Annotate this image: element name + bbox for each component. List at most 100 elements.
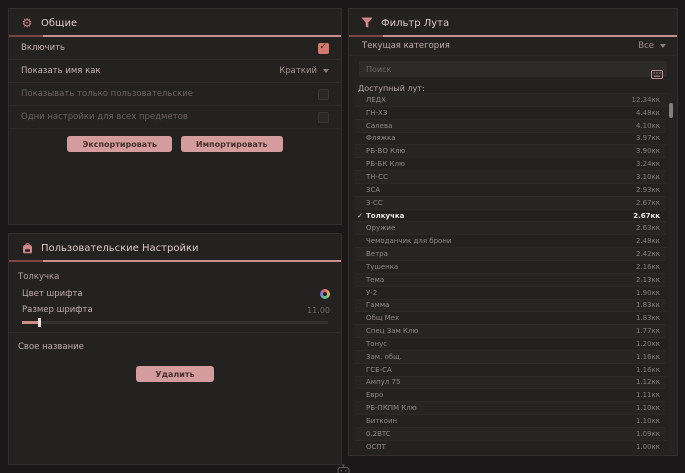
show-name-row: Показать имя как Краткий xyxy=(9,60,341,83)
loot-row[interactable]: ✓ РБ-ПКПМ Клю 1.10кк xyxy=(355,401,666,414)
loot-item-value: 3.24кк xyxy=(635,160,660,169)
category-row: Текущая категория Все xyxy=(349,37,677,56)
loot-row[interactable]: ✓ РБ-ВО Клю 3.90кк xyxy=(355,144,666,157)
loot-item-name: Оружие xyxy=(366,224,396,233)
check-icon: ✓ xyxy=(357,314,366,322)
loot-row[interactable]: ✓ Тема 2.13кк xyxy=(355,272,666,286)
font-size-value: 11.00 xyxy=(307,305,330,315)
loot-row[interactable]: ✓ Тушенка 2.16кк xyxy=(355,259,666,273)
check-icon: ✓ xyxy=(357,160,366,168)
custom-name-input[interactable] xyxy=(93,339,330,355)
loot-row[interactable]: ✓ Ветра 2.42кк xyxy=(355,247,666,260)
search-input[interactable] xyxy=(359,64,667,74)
loot-row[interactable]: ✓ 0.2BTC 1.09кк xyxy=(355,426,666,440)
panel-loot-filter: Фильтр Лута Текущая категория Все Доступ… xyxy=(348,8,678,456)
loot-row[interactable]: ✓ Чемоданчик для брони 2.48кк xyxy=(355,234,666,247)
accent-divider xyxy=(349,35,677,37)
enable-checkbox[interactable] xyxy=(318,42,329,54)
check-icon: ✓ xyxy=(357,186,366,194)
keyboard-icon[interactable] xyxy=(651,64,663,79)
color-wheel-icon[interactable] xyxy=(320,289,330,299)
panel-filter-title: Фильтр Лута xyxy=(381,17,450,29)
loot-item-value: 3.90кк xyxy=(635,147,660,156)
loot-row[interactable]: ✓ Спец Зам Клю 1.77кк xyxy=(355,324,666,337)
loot-item-name: Зам. общ. xyxy=(366,352,402,361)
only-custom-label: Показывать только пользовательские xyxy=(21,89,194,99)
chevron-down-icon xyxy=(323,69,329,73)
font-size-slider[interactable] xyxy=(22,318,328,327)
loot-row[interactable]: ✓ РБ-БК Клю 3.24кк xyxy=(355,157,666,170)
show-name-label: Показать имя как xyxy=(21,66,101,76)
loot-item-value: 2.93кк xyxy=(635,185,660,194)
loot-row[interactable]: ✓ Фляжка 3.97кк xyxy=(355,131,666,145)
loot-item-name: З-СС xyxy=(366,198,383,207)
same-settings-checkbox[interactable] xyxy=(318,111,329,123)
loot-item-name: Тема xyxy=(366,275,385,284)
loot-row[interactable]: ✓ З-СС 2.67кк xyxy=(355,195,666,209)
gear-icon: ⚙ xyxy=(21,16,33,30)
loot-item-name: РБ-ПКПМ Клю xyxy=(366,404,417,413)
import-button[interactable]: Импортировать xyxy=(180,136,283,152)
slider-handle[interactable] xyxy=(38,318,41,327)
loot-row[interactable]: ✓ ОСПТ 1.00кк xyxy=(355,439,666,453)
loot-list[interactable]: ✓ ЛЕДХ 12.34кк ✓ ГН-ХЗ 4.48кк ✓ Салева 4… xyxy=(355,93,666,453)
panel-custom-header: Пользовательские Настройки xyxy=(9,234,341,260)
loot-row[interactable]: ✓ Оружие 2.63кк xyxy=(355,221,666,234)
custom-name-label: Свое название xyxy=(18,342,84,352)
panel-filter-header: Фильтр Лута xyxy=(349,9,677,35)
only-custom-row: Показывать только пользовательские xyxy=(9,83,341,106)
loot-row[interactable]: ✓ ЛЕДХ 12.34кк xyxy=(355,93,666,106)
loot-item-value: 1.16кк xyxy=(635,365,660,374)
only-custom-checkbox[interactable] xyxy=(318,88,329,100)
loot-row[interactable]: ✓ ГСЕ-СА 1.16кк xyxy=(355,362,666,376)
loot-item-name: Ветра xyxy=(366,250,388,259)
panel-custom-settings: Пользовательские Настройки Толкучка Цвет… xyxy=(8,233,342,465)
check-icon: ✓ xyxy=(357,404,366,412)
loot-item-value: 3.97кк xyxy=(635,134,660,143)
loot-row[interactable]: ✓ Биткоин 1.10кк xyxy=(355,414,666,427)
loot-item-name: ОСПТ xyxy=(366,442,386,451)
check-icon: ✓ xyxy=(357,340,366,348)
loot-row[interactable]: ✓ ЗСА 2.93кк xyxy=(355,182,666,196)
export-button[interactable]: Экспортировать xyxy=(67,136,172,152)
check-icon: ✓ xyxy=(357,289,366,297)
check-icon: ✓ xyxy=(357,327,366,335)
loot-row[interactable]: ✓ ГН-ХЗ 4.48кк xyxy=(355,105,666,119)
gamepad-icon[interactable] xyxy=(337,460,350,473)
loot-row[interactable]: ✓ У-2 1.90кк xyxy=(355,285,666,299)
loot-item-value: 4.48кк xyxy=(635,108,660,117)
loot-row[interactable]: ✓ Гамма 1.83кк xyxy=(355,298,666,312)
check-icon: ✓ xyxy=(357,173,366,181)
loot-item-value: 1.11кк xyxy=(635,391,660,400)
available-loot-label: Доступный лут: xyxy=(358,84,425,93)
loot-item-name: Общ Мех xyxy=(366,314,400,323)
loot-row[interactable]: ✓ Общ Мех 1.83кк xyxy=(355,311,666,324)
loot-row[interactable]: ✓ Салева 4.10кк xyxy=(355,118,666,132)
scrollbar-thumb[interactable] xyxy=(669,103,673,118)
show-name-dropdown[interactable]: Краткий xyxy=(279,66,329,76)
delete-button[interactable]: Удалить xyxy=(136,366,214,382)
loot-item-value: 4.10кк xyxy=(635,121,660,130)
loot-row[interactable]: ✓ Евро 1.11кк xyxy=(355,388,666,401)
category-label: Текущая категория xyxy=(362,41,450,51)
loot-row[interactable]: ✓ Зам. общ. 1.16кк xyxy=(355,349,666,363)
loot-row[interactable]: ✓ ТН-СС 3.10кк xyxy=(355,170,666,183)
chevron-down-icon xyxy=(660,44,666,48)
loot-row[interactable]: ✓ Тонус 1.20кк xyxy=(355,337,666,350)
category-value: Все xyxy=(638,41,654,51)
loot-item-value: 1.10кк xyxy=(635,404,660,413)
enable-label: Включить xyxy=(21,43,66,53)
check-icon: ✓ xyxy=(357,199,366,207)
loot-item-name: Гамма xyxy=(366,301,390,310)
panel-general: ⚙ Общие Включить Показать имя как Кратки… xyxy=(8,8,342,225)
check-icon: ✓ xyxy=(357,378,366,386)
panel-general-title: Общие xyxy=(41,17,78,29)
check-icon: ✓ xyxy=(357,353,366,361)
loot-scrollbar[interactable] xyxy=(669,93,673,453)
loot-item-value: 1.83кк xyxy=(635,301,660,310)
loot-row[interactable]: ✓ Толкучка 2.67кк xyxy=(355,208,666,222)
category-dropdown[interactable]: Все xyxy=(638,41,666,51)
loot-row[interactable]: ✓ Ампул 75 1.12кк xyxy=(355,375,666,389)
loot-item-value: 1.90кк xyxy=(635,288,660,297)
